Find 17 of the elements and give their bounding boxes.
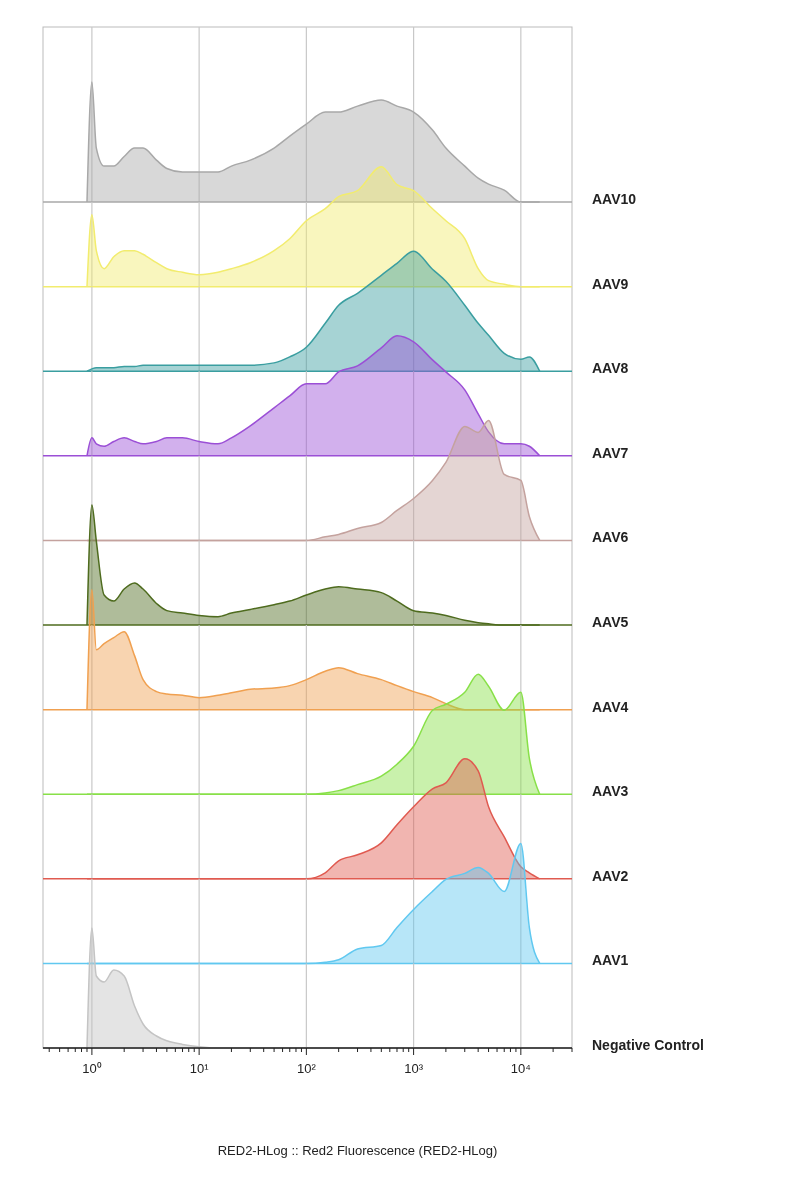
x-tick-label: 10⁰ <box>82 1061 102 1076</box>
text: AAV1 <box>592 952 629 969</box>
x-tick-label: 10¹ <box>189 1061 210 1076</box>
text: AAV2 <box>592 867 629 884</box>
text: AAV6 <box>592 529 629 546</box>
text: Negative Control <box>592 1037 705 1053</box>
text: AAV10 <box>592 191 637 208</box>
text: AAV3 <box>592 783 629 800</box>
text: AAV8 <box>592 360 629 377</box>
x-tick-label: 10⁴ <box>510 1061 531 1076</box>
text: AAV4 <box>592 698 629 715</box>
x-axis-title: RED2-HLog :: Red2 Fluorescence (RED2-HLog) <box>217 1143 498 1158</box>
text: AAV9 <box>592 275 629 292</box>
text: AAV7 <box>592 444 629 461</box>
text: AAV5 <box>592 614 629 631</box>
x-tick-label: 10³ <box>404 1061 424 1076</box>
x-tick-label: 10² <box>296 1061 317 1076</box>
